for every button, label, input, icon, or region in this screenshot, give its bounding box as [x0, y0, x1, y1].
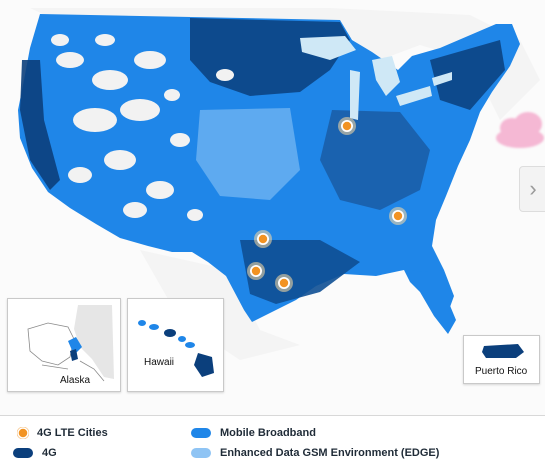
neighbor-land [30, 8, 540, 120]
fourg-swatch [13, 448, 33, 458]
next-arrow-button[interactable]: › [519, 166, 545, 212]
legend-item-edge: Enhanced Data GSM Environment (EDGE) [191, 447, 439, 459]
great-lakes [300, 36, 452, 120]
legend-label-broadband: Mobile Broadband [220, 427, 316, 439]
legend-item-4g: 4G [13, 447, 57, 459]
legend-label-4g: 4G [42, 447, 57, 459]
lte-markers [247, 117, 407, 292]
coverage-map[interactable]: Alaska Hawaii Puerto Rico › [0, 0, 545, 415]
hawaii-shape [138, 320, 214, 377]
lte-marker-icon [17, 427, 29, 439]
edge-swatch [191, 448, 211, 458]
legend-label-lte: 4G LTE Cities [37, 427, 108, 439]
fourg-east-band [320, 110, 430, 210]
edge-plains-patch [196, 108, 300, 200]
alaska-shape [27, 305, 114, 382]
pink-cloud [496, 112, 544, 148]
puerto-rico-shape [482, 344, 524, 358]
broadband-swatch [191, 428, 211, 438]
legend-item-lte: 4G LTE Cities [17, 427, 108, 439]
legend-item-broadband: Mobile Broadband [191, 427, 316, 439]
fourg-gulf-band [240, 240, 360, 304]
hawaii-inset[interactable]: Hawaii [127, 298, 224, 392]
us-map-svg [18, 8, 544, 334]
hawaii-label: Hawaii [144, 357, 175, 368]
lte-marker-houston[interactable] [275, 274, 293, 292]
lte-marker-atlanta[interactable] [389, 207, 407, 225]
puerto-rico-label: Puerto Rico [475, 366, 528, 377]
alaska-inset[interactable]: Alaska [7, 298, 121, 392]
fourg-west-coast [20, 60, 60, 190]
legend: 4G LTE Cities 4G Mobile Broadband Enhanc… [0, 415, 545, 467]
chevron-right-icon: › [529, 176, 537, 201]
no-coverage-gaps [51, 34, 234, 221]
alaska-label: Alaska [60, 375, 91, 386]
florida [404, 270, 456, 334]
legend-label-edge: Enhanced Data GSM Environment (EDGE) [220, 447, 440, 459]
fourg-northeast-band [430, 40, 505, 110]
puerto-rico-inset[interactable]: Puerto Rico [463, 335, 540, 384]
lte-marker-chicago[interactable] [338, 117, 356, 135]
lte-marker-san-antonio[interactable] [247, 262, 265, 280]
lte-marker-dallas[interactable] [254, 230, 272, 248]
